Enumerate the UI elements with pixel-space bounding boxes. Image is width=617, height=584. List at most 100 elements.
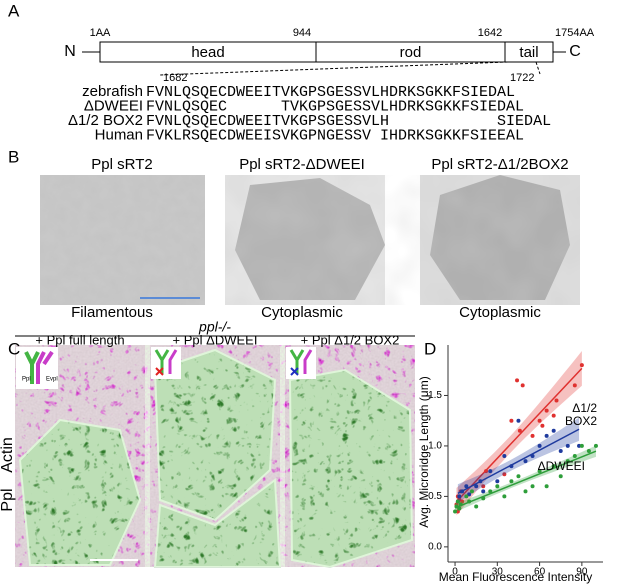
point (579, 443, 584, 448)
point (517, 428, 522, 433)
y-tick-label: 0.0 (428, 542, 442, 553)
genotype: ppl-/- (198, 319, 231, 335)
point (551, 413, 556, 418)
point (460, 489, 465, 494)
species: Δ1/2 BOX2 (68, 112, 143, 129)
point (551, 464, 556, 469)
n-terminus: N (64, 43, 76, 60)
domain-label: tail (519, 44, 538, 61)
images (15, 175, 602, 569)
point (544, 433, 549, 438)
species: Human (95, 126, 143, 143)
point (458, 502, 463, 507)
point (464, 494, 469, 499)
point (586, 448, 591, 453)
point (474, 504, 479, 509)
point (509, 479, 514, 484)
species: zebrafish (82, 83, 143, 100)
panel-label: A (8, 1, 20, 20)
range-end: 1722 (510, 72, 534, 84)
c-terminus: C (569, 43, 581, 60)
x-tick-label: 30 (492, 567, 504, 578)
domain-label: head (191, 44, 224, 61)
confidence-band (457, 417, 580, 503)
point (488, 469, 493, 474)
point (484, 469, 489, 474)
point (455, 509, 460, 514)
sequence: FVNLQSQEC TVKGPSGESSVLHDRKSGKKFSIEDAL (146, 98, 524, 115)
point (523, 489, 528, 494)
image-caption: Filamentous (71, 304, 153, 321)
point (474, 484, 479, 489)
position: 1642 (478, 27, 502, 39)
point (516, 474, 521, 479)
icon-label: Ppl (22, 377, 31, 383)
point (544, 484, 549, 489)
point (495, 484, 500, 489)
image-title: Ppl sRT2 (91, 156, 152, 173)
point (502, 454, 507, 459)
point (530, 433, 535, 438)
fit-line (457, 428, 580, 495)
fit-line (455, 367, 583, 503)
point (520, 383, 525, 388)
image-texture (225, 175, 580, 305)
point (572, 383, 577, 388)
point (457, 494, 462, 499)
point (464, 484, 469, 489)
zoom-line (159, 61, 509, 76)
y-tick-label: 0.5 (428, 491, 442, 502)
point (469, 489, 474, 494)
image-title: Ppl sRT2-Δ1/2BOX2 (431, 156, 568, 173)
plot-area (448, 345, 603, 562)
point (537, 418, 542, 423)
panel-label: C (8, 339, 20, 358)
point (565, 443, 570, 448)
image-texture (40, 175, 205, 305)
point (495, 479, 500, 484)
point (481, 496, 486, 501)
sequence: FVKLRSQECDWEEISVKGPNGESSV IHDRKSGKKFSIEE… (146, 127, 524, 144)
point (579, 363, 584, 368)
image-caption: Cytoplasmic (261, 304, 343, 321)
fit-line (454, 450, 597, 509)
point (537, 469, 542, 474)
point (551, 428, 556, 433)
image-caption: Cytoplasmic (459, 304, 541, 321)
position: 1754AA (555, 27, 595, 39)
sequence: FVNLQSQECDWEEITVKGPSGESSVLHDRKSGKKFSIEDA… (146, 84, 515, 101)
point (565, 459, 570, 464)
point (457, 506, 462, 511)
series-label: ΔDWEEI (538, 459, 585, 473)
icon-label: Evpl (46, 377, 58, 383)
x-tick-label: 90 (576, 567, 588, 578)
channel: Actin (0, 437, 16, 473)
point (509, 464, 514, 469)
species: ΔDWEEI (84, 97, 143, 114)
sequence: FVNLQSQECDWEEITVKGPSGESSVLH SIEDAL (146, 113, 551, 130)
point (467, 492, 472, 497)
point (593, 443, 598, 448)
point (540, 423, 545, 428)
domain-label: rod (400, 44, 422, 61)
zoom-line (535, 61, 541, 75)
panel-label: D (424, 339, 436, 358)
point (481, 489, 486, 494)
x-tick-label: 60 (534, 567, 546, 578)
image-title: + Ppl Δ1/2 BOX2 (301, 332, 400, 347)
point (558, 448, 563, 453)
panel-label: B (8, 147, 19, 166)
point (455, 499, 460, 504)
position: 944 (293, 27, 311, 39)
y-tick-label: 1.5 (428, 390, 442, 401)
series-label: Δ1/2 BOX2 (565, 401, 597, 428)
point (467, 499, 472, 504)
position: 1AA (90, 27, 111, 39)
image-title: + Ppl ΔDWEEI (173, 332, 258, 347)
point (488, 489, 493, 494)
point (454, 504, 459, 509)
image-title: Ppl sRT2-ΔDWEEI (239, 156, 365, 173)
y-axis-label: Avg. Microridge Length (μm) (417, 376, 431, 527)
y-tick-label: 1.0 (428, 441, 442, 452)
